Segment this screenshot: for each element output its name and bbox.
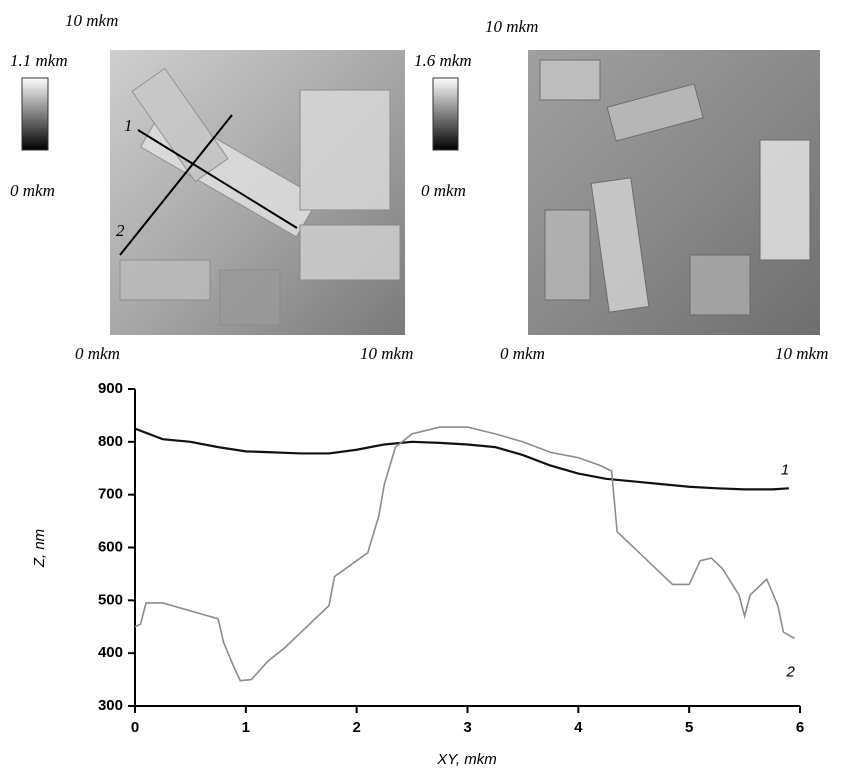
image-x-label: 0 mkm	[500, 344, 545, 363]
series-label: 2	[785, 663, 795, 680]
x-tick-label: 6	[796, 719, 804, 736]
afm-image-right	[432, 50, 820, 335]
y-tick-label: 900	[98, 380, 123, 397]
image-x-label: 10 mkm	[360, 344, 413, 363]
scale-max-label: 1.1 mkm	[10, 51, 68, 70]
series-line	[134, 427, 789, 491]
x-tick-label: 3	[463, 719, 471, 736]
image-label: 10 mkm	[65, 11, 118, 30]
scale-min-label: 0 mkm	[421, 181, 466, 200]
image-x-label: 0 mkm	[75, 344, 120, 363]
y-tick-label: 300	[98, 697, 123, 714]
image-label: 10 mkm	[485, 17, 538, 36]
series-label: 1	[781, 461, 789, 478]
x-tick-label: 5	[685, 719, 693, 736]
y-tick-label: 600	[98, 538, 123, 555]
y-tick-label: 500	[98, 591, 123, 608]
x-tick-label: 4	[574, 719, 583, 736]
scale-max-label: 1.6 mkm	[414, 51, 472, 70]
scale-min-label: 0 mkm	[10, 181, 55, 200]
profile-label: 2	[116, 221, 125, 240]
x-tick-label: 2	[352, 719, 360, 736]
y-axis-title: Z, nm	[31, 529, 48, 568]
y-tick-label: 700	[98, 486, 123, 503]
y-tick-label: 400	[98, 644, 123, 661]
afm-image-left	[21, 50, 405, 335]
series-line	[134, 426, 795, 682]
profile-label: 1	[124, 116, 133, 135]
plot: 300 400 500 600 700 800 900 0 1 2 3 4 5 6 1 2	[98, 380, 804, 736]
y-tick-label: 800	[98, 433, 123, 450]
x-tick-label: 1	[242, 719, 250, 736]
x-tick-label: 0	[131, 719, 139, 736]
x-axis-title: XY, mkm	[436, 751, 496, 768]
image-x-label: 10 mkm	[775, 344, 828, 363]
